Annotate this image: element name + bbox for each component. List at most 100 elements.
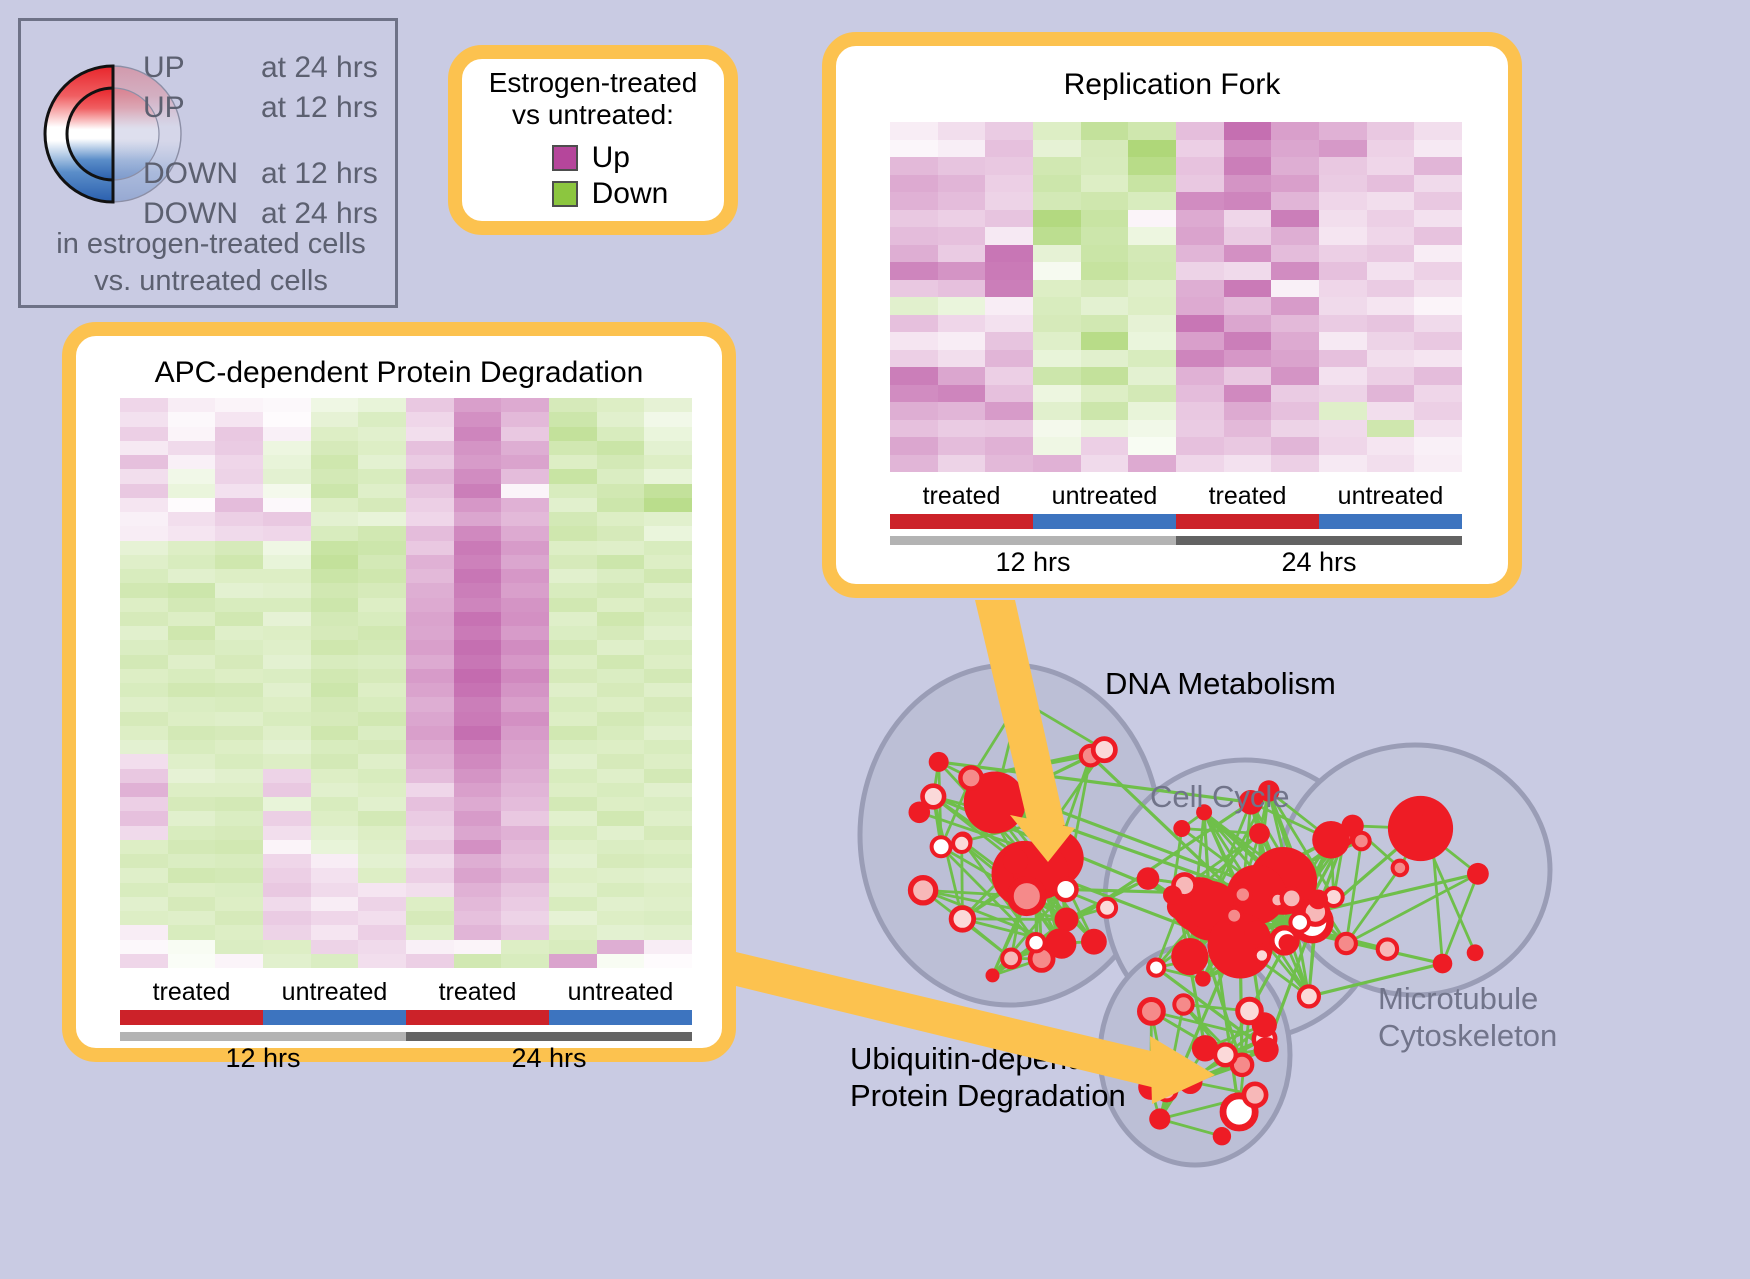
heatmap-cell — [1033, 384, 1081, 402]
network-node[interactable] — [1387, 795, 1454, 862]
heatmap-cell — [501, 711, 549, 726]
network-node[interactable] — [1466, 944, 1484, 962]
network-node[interactable] — [920, 783, 947, 810]
heatmap-cell — [1319, 437, 1367, 455]
network-node[interactable] — [951, 832, 973, 854]
network-node[interactable] — [1288, 911, 1312, 934]
network-node[interactable] — [907, 875, 939, 906]
network-node[interactable] — [1054, 907, 1079, 932]
heatmap-cell — [120, 839, 168, 854]
heatmap-cell — [596, 839, 645, 854]
network-node[interactable] — [1244, 920, 1270, 945]
network-node[interactable] — [1006, 876, 1047, 917]
network-node[interactable] — [1096, 896, 1119, 919]
network-node[interactable] — [929, 835, 953, 859]
network-node[interactable] — [1224, 905, 1245, 926]
heatmap-cell — [1366, 402, 1415, 420]
network-node[interactable] — [1195, 971, 1211, 987]
heatmap-cell — [1176, 227, 1224, 245]
network-node[interactable] — [1278, 934, 1297, 953]
network-node[interactable] — [1212, 1042, 1238, 1068]
heatmap-cell — [501, 526, 549, 541]
heatmap-cell — [1271, 157, 1319, 175]
network-node[interactable] — [1172, 993, 1195, 1016]
network-node[interactable] — [1252, 946, 1272, 965]
network-node[interactable] — [908, 801, 931, 824]
network-node[interactable] — [1171, 938, 1209, 976]
apc-degradation-panel: APC-dependent Protein Degradation treate… — [62, 322, 736, 1073]
network-node[interactable] — [1341, 814, 1364, 837]
network-node[interactable] — [1296, 984, 1322, 1009]
network-node[interactable] — [1334, 931, 1358, 956]
heatmap-cell — [406, 398, 454, 413]
heatmap-cell — [406, 597, 454, 612]
group-color-untreated-12 — [263, 1010, 406, 1025]
network-node[interactable] — [1146, 957, 1167, 978]
updown-legend-items: Up Down — [518, 139, 668, 213]
network-node[interactable] — [1138, 1074, 1164, 1100]
network-node[interactable] — [928, 751, 949, 772]
network-node[interactable] — [985, 968, 1000, 983]
heatmap-cell — [1033, 437, 1081, 455]
network-node[interactable] — [1149, 1108, 1171, 1130]
spacer — [143, 131, 393, 157]
heatmap-cell — [167, 640, 216, 655]
network-node[interactable] — [1081, 928, 1107, 955]
network-node[interactable] — [1173, 820, 1191, 837]
group-color-treated-12 — [890, 514, 1033, 529]
network-node[interactable] — [1258, 780, 1280, 802]
network-node[interactable] — [1249, 823, 1270, 844]
network-node[interactable] — [948, 905, 977, 933]
network-node[interactable] — [1390, 858, 1410, 878]
network-node[interactable] — [1090, 736, 1118, 764]
network-node[interactable] — [1196, 804, 1213, 821]
network-node[interactable] — [1002, 848, 1029, 874]
heatmap-cell — [985, 454, 1033, 472]
heatmap-cell — [263, 925, 311, 940]
heatmap-cell — [890, 279, 938, 297]
network-node[interactable] — [1232, 884, 1253, 905]
heatmap-cell — [1319, 157, 1367, 175]
heatmap-cell — [644, 654, 692, 669]
network-node[interactable] — [1009, 689, 1031, 711]
heatmap-cell — [453, 868, 502, 883]
network-node[interactable] — [1163, 885, 1182, 905]
heatmap-cell — [1414, 332, 1462, 350]
heatmap-cell — [549, 911, 597, 926]
ring-legend-row-up24: UP at 24 hrs — [143, 51, 393, 91]
network-node[interactable] — [958, 765, 984, 791]
network-node[interactable] — [1467, 862, 1489, 885]
network-node[interactable] — [1238, 790, 1264, 815]
network-node[interactable] — [1036, 812, 1065, 841]
network-node[interactable] — [1047, 929, 1077, 959]
network-node[interactable] — [1375, 937, 1400, 961]
network-node[interactable] — [1312, 821, 1350, 859]
heatmap-cell — [406, 611, 454, 626]
heatmap-cell — [890, 384, 938, 402]
network-node[interactable] — [1279, 886, 1304, 911]
network-node[interactable] — [1308, 889, 1328, 910]
network-node[interactable] — [1241, 1081, 1269, 1109]
network-node[interactable] — [1432, 953, 1453, 974]
heatmap-cell — [310, 668, 359, 683]
heatmap-cell — [1271, 279, 1319, 297]
heatmap-cell — [120, 540, 168, 555]
network-node[interactable] — [1253, 1037, 1279, 1063]
network-node[interactable] — [1052, 876, 1079, 903]
heatmap-cell — [1223, 139, 1272, 157]
network-node[interactable] — [1235, 996, 1264, 1026]
network-node[interactable] — [1000, 947, 1023, 970]
network-node[interactable] — [1184, 880, 1234, 930]
network-node[interactable] — [1136, 867, 1160, 890]
heatmap-cell — [501, 597, 549, 612]
network-node[interactable] — [1422, 806, 1439, 823]
network-node[interactable] — [1212, 1127, 1232, 1146]
network-node[interactable] — [1137, 997, 1166, 1026]
down-swatch-icon — [551, 181, 578, 208]
heatmap-cell — [453, 426, 502, 441]
heatmap-cell — [890, 192, 938, 210]
network-node[interactable] — [1178, 1069, 1203, 1094]
heatmap-cell — [1176, 279, 1224, 297]
network-node[interactable] — [1025, 932, 1047, 954]
network-edge — [1441, 873, 1480, 965]
